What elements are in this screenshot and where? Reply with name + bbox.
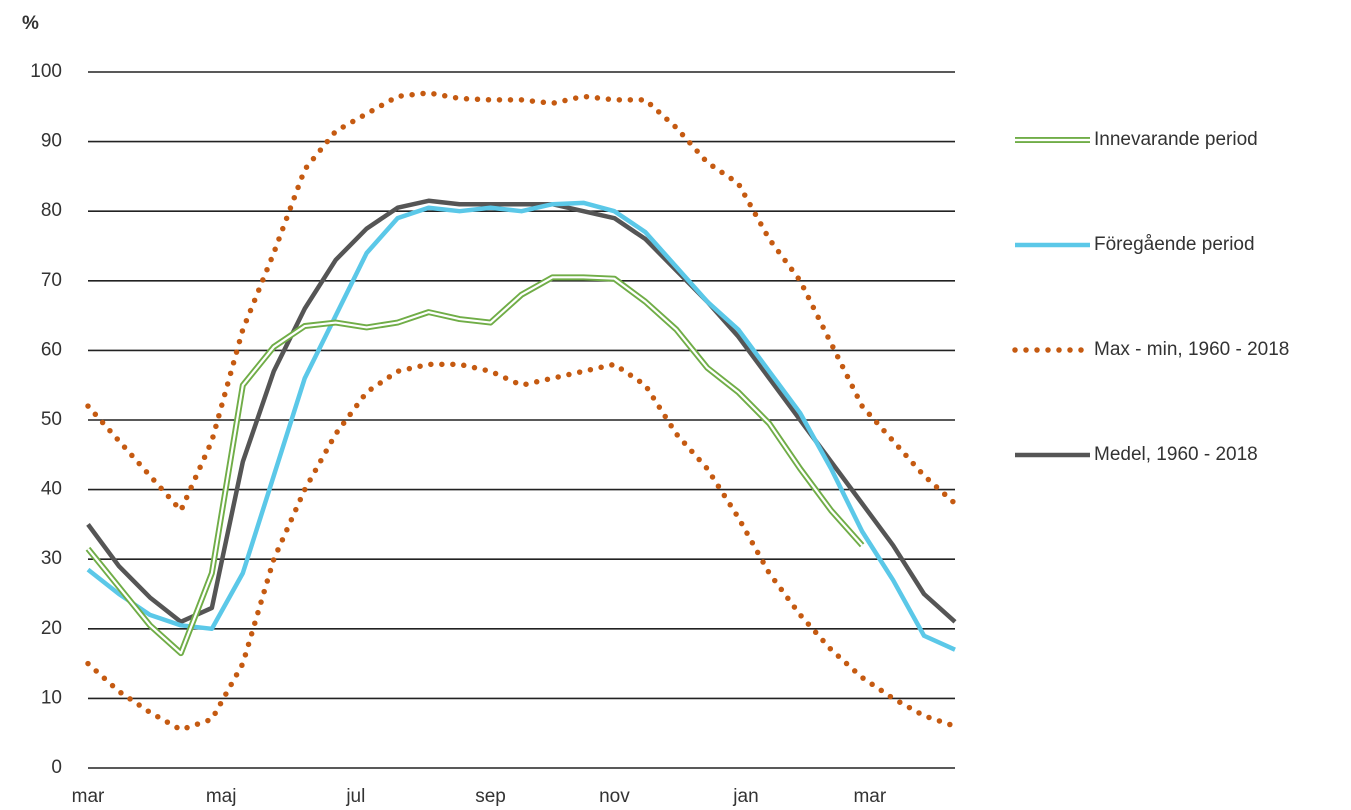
line-values bbox=[86, 200, 956, 652]
y-tick-label: 0 bbox=[51, 757, 62, 778]
x-tick-label: mar bbox=[72, 786, 105, 807]
x-tick-label: maj bbox=[206, 786, 237, 807]
line-min bbox=[85, 361, 958, 733]
y-tick-label: 30 bbox=[41, 548, 62, 569]
legend-label: Max - min, 1960 - 2018 bbox=[1094, 339, 1289, 360]
line-values bbox=[85, 274, 865, 657]
y-tick-label: 90 bbox=[41, 131, 62, 152]
y-tick-label: 50 bbox=[41, 409, 62, 430]
y-tick-label: 60 bbox=[41, 339, 62, 360]
legend-label: Innevarande period bbox=[1094, 129, 1258, 150]
y-tick-label: 20 bbox=[41, 618, 62, 639]
line-inner bbox=[87, 276, 863, 655]
y-tick-label: 40 bbox=[41, 479, 62, 500]
line-max bbox=[85, 90, 958, 514]
y-tick-label: 10 bbox=[41, 687, 62, 708]
y-axis-label: % bbox=[22, 13, 39, 34]
x-tick-label: sep bbox=[475, 786, 506, 807]
legend-label: Medel, 1960 - 2018 bbox=[1094, 444, 1258, 465]
x-tick-label: jul bbox=[345, 786, 365, 807]
y-tick-label: 100 bbox=[30, 61, 62, 82]
y-tick-label: 80 bbox=[41, 200, 62, 221]
x-tick-label: nov bbox=[599, 786, 630, 807]
legend-label: Föregående period bbox=[1094, 234, 1255, 255]
x-tick-label: jan bbox=[732, 786, 758, 807]
x-tick-label: mar bbox=[853, 786, 886, 807]
y-tick-label: 70 bbox=[41, 270, 62, 291]
